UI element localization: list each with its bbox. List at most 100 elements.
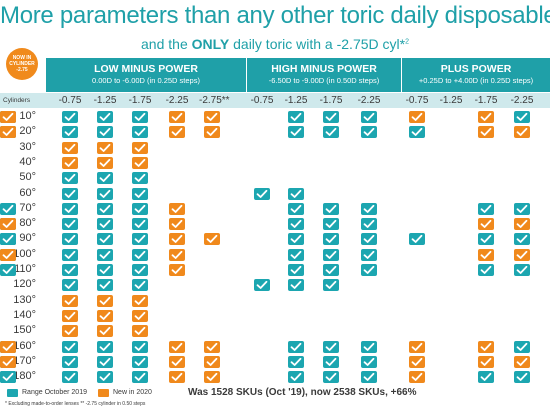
cylinder-value: -2.25 [510, 95, 534, 106]
subtitle-prefix: and the [141, 36, 188, 52]
badge-line2: CYLINDER [9, 61, 35, 67]
axis-label: 120° [13, 278, 36, 291]
check-icon-range-2019 [361, 264, 377, 276]
check-icon-new-2020 [169, 126, 185, 139]
check-icon-new-2020 [169, 264, 185, 276]
check-icon-range-2019 [288, 264, 304, 276]
check-icon-range-2019 [288, 233, 304, 246]
check-icon-range-2019 [409, 233, 425, 246]
check-icon-range-2019 [97, 218, 113, 231]
cylinder-row [0, 93, 550, 108]
cylinder-value: -0.75 [250, 95, 274, 106]
cylinder-value: -1.25 [439, 95, 463, 106]
sku-summary: Was 1528 SKUs (Oct '19), now 2538 SKUs, … [188, 387, 417, 398]
legend-new-swatch [98, 389, 109, 397]
check-icon-range-2019 [361, 218, 377, 231]
check-icon-new-2020 [204, 111, 220, 123]
check-icon-range-2019 [132, 202, 148, 215]
axis-label: 30° [19, 140, 36, 153]
check-icon-new-2020 [514, 218, 530, 231]
check-icon-range-2019 [97, 264, 113, 276]
check-icon-new-2020 [514, 248, 530, 261]
axis-label: 60° [19, 186, 36, 199]
cylinder-value: -0.75 [58, 95, 82, 106]
group-name: LOW MINUS POWER [94, 63, 198, 75]
group-name: PLUS POWER [440, 63, 512, 75]
check-icon-range-2019 [132, 279, 148, 292]
check-icon-new-2020 [514, 126, 530, 139]
check-icon-range-2019 [97, 111, 113, 123]
check-icon-range-2019 [132, 187, 148, 200]
check-icon-range-2019 [97, 172, 113, 185]
legend-new-label: New in 2020 [113, 389, 152, 396]
axis-label: 160° [13, 339, 36, 352]
check-icon-range-2019 [254, 187, 270, 200]
cylinder-value: -1.75 [128, 95, 152, 106]
check-icon-range-2019 [62, 371, 78, 384]
subtitle-suffix: daily toric with a -2.75D cyl* [233, 36, 406, 52]
check-icon-range-2019 [361, 355, 377, 368]
group-range: +0.25D to +4.00D (in 0.25D steps) [418, 76, 534, 85]
check-icon-new-2020 [132, 309, 148, 322]
check-icon-range-2019 [0, 264, 16, 276]
check-icon-new-2020 [204, 355, 220, 368]
check-icon-range-2019 [323, 233, 339, 246]
cylinder-value: -1.25 [284, 95, 308, 106]
check-icon-range-2019 [288, 355, 304, 368]
check-icon-range-2019 [132, 371, 148, 384]
check-icon-range-2019 [478, 264, 494, 276]
check-icon-new-2020 [97, 309, 113, 322]
check-icon-range-2019 [132, 248, 148, 261]
axis-label: 20° [19, 125, 36, 138]
check-icon-range-2019 [288, 202, 304, 215]
check-icon-new-2020 [478, 340, 494, 353]
check-icon-range-2019 [514, 371, 530, 384]
check-icon-range-2019 [97, 248, 113, 261]
check-icon-new-2020 [62, 141, 78, 154]
check-icon-new-2020 [0, 218, 16, 231]
check-icon-new-2020 [0, 340, 16, 353]
check-icon-range-2019 [97, 340, 113, 353]
check-icon-range-2019 [361, 233, 377, 246]
check-icon-new-2020 [62, 294, 78, 307]
check-icon-range-2019 [323, 340, 339, 353]
check-icon-range-2019 [288, 126, 304, 139]
check-icon-new-2020 [0, 355, 16, 368]
check-icon-range-2019 [132, 233, 148, 246]
check-icon-range-2019 [514, 340, 530, 353]
check-icon-range-2019 [323, 355, 339, 368]
subtitle-sup: 2 [405, 38, 409, 46]
cylinder-value: -1.75 [319, 95, 343, 106]
check-icon-new-2020 [62, 325, 78, 338]
cylinder-value: -1.75 [474, 95, 498, 106]
check-icon-new-2020 [169, 248, 185, 261]
page-subtitle: and the ONLY daily toric with a -2.75D c… [0, 36, 550, 52]
axis-label: 140° [13, 308, 36, 321]
check-icon-range-2019 [97, 202, 113, 215]
check-icon-range-2019 [361, 126, 377, 139]
badge-line1: NOW IN [12, 55, 32, 61]
legend-range-label: Range October 2019 [22, 389, 87, 396]
legend-range-swatch [7, 389, 18, 397]
check-icon-range-2019 [62, 264, 78, 276]
check-icon-range-2019 [361, 371, 377, 384]
check-icon-range-2019 [514, 233, 530, 246]
axis-label: 130° [13, 293, 36, 306]
group-header-high-minus: HIGH MINUS POWER -6.50D to -9.00D (in 0.… [247, 58, 401, 92]
axis-label: 50° [19, 171, 36, 184]
cylinder-value: -2.25 [357, 95, 381, 106]
check-icon-range-2019 [323, 202, 339, 215]
now-in-cylinder-badge: NOW IN CYLINDER -2.75 [6, 48, 38, 80]
check-icon-range-2019 [132, 111, 148, 123]
check-icon-range-2019 [323, 111, 339, 123]
check-icon-range-2019 [514, 202, 530, 215]
check-icon-range-2019 [97, 371, 113, 384]
check-icon-range-2019 [361, 340, 377, 353]
check-icon-range-2019 [62, 187, 78, 200]
check-icon-new-2020 [514, 355, 530, 368]
check-icon-new-2020 [204, 371, 220, 384]
check-icon-range-2019 [478, 371, 494, 384]
check-icon-range-2019 [409, 126, 425, 139]
subtitle-bold: ONLY [191, 36, 230, 52]
check-icon-new-2020 [409, 355, 425, 368]
